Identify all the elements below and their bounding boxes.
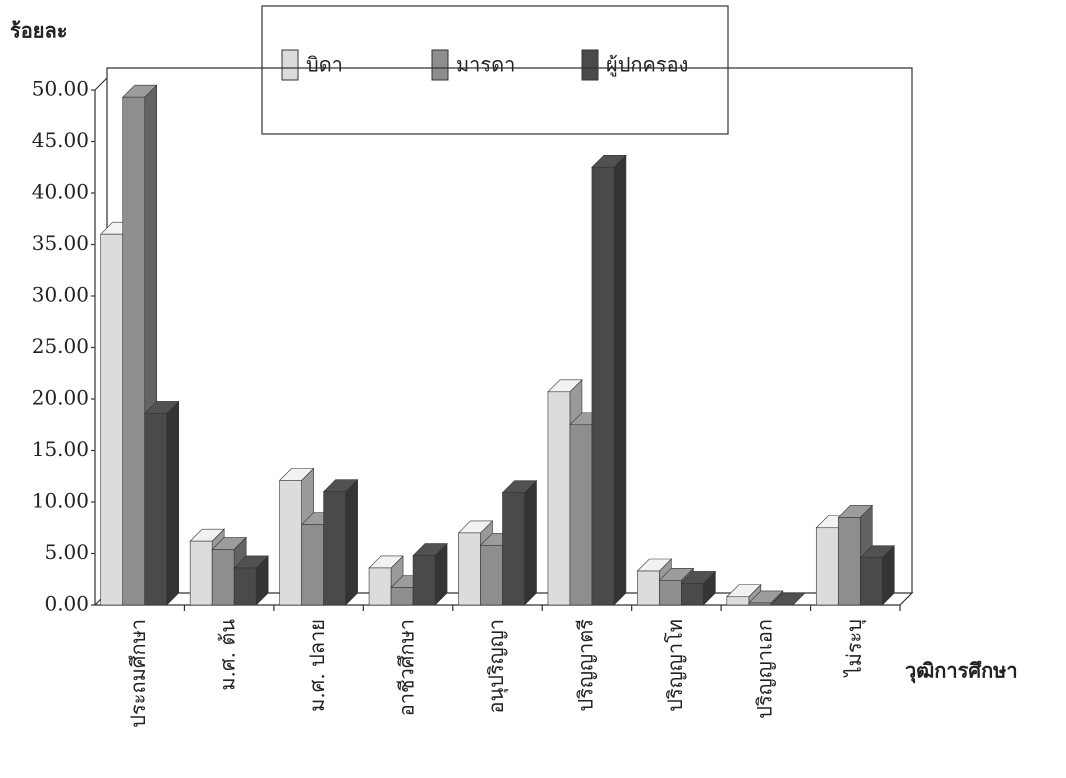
bar-side [166,400,180,606]
y-tick-label: 45.00 [32,128,89,152]
bar [189,540,213,606]
y-tick-label: 30.00 [32,283,89,307]
bar-top [770,592,806,606]
legend-swatch [281,49,299,81]
bar [233,567,257,606]
bar [390,587,414,606]
y-tick-label: 25.00 [32,334,89,358]
x-tick-label: ม.ศ. ปลาย [305,619,329,712]
y-tick-label: 40.00 [32,180,89,204]
legend-swatch [431,49,449,81]
bar-side [345,478,358,606]
x-tick-label: ปริญญาโท [663,619,687,712]
x-tick-label: ปริญญาเอก [752,619,776,719]
x-tick-label: ประถมศึกษา [126,619,150,728]
legend-swatch [581,49,599,81]
x-tick-label: ปริญญาตรี [573,619,597,712]
y-tick-label: 0.00 [44,592,89,616]
bar [412,555,436,606]
legend-label: ผู้ปกครอง [606,53,688,78]
bar [144,413,168,606]
x-tick-label: อนุปริญญา [484,619,509,713]
x-tick-label: ไม่ระบุ [842,619,867,678]
bar [637,570,660,606]
y-tick-label: 10.00 [32,489,89,513]
y-tick-label: 50.00 [32,77,89,101]
bar [547,391,571,606]
x-tick-label: อาชีวศึกษา [395,619,419,716]
bar [279,480,302,606]
bar [815,527,839,606]
bar [301,524,324,606]
bar-side [613,154,627,606]
legend-box [261,5,729,135]
bar [859,557,883,606]
bar [748,602,772,606]
bar [591,166,615,606]
y-tick-label: 20.00 [32,386,89,410]
bar [726,596,750,606]
y-tick-label: 35.00 [32,231,89,255]
legend: บิดา มารดา ผู้ปกครอง [261,5,729,135]
x-tick-label: ม.ศ. ต้น [216,619,240,691]
legend-label: มารดา [456,53,515,77]
bar [480,544,503,606]
bar [502,492,525,606]
bar [122,96,146,606]
y-axis-label: ร้อยละ [10,19,67,43]
x-axis-label: วุฒิการศึกษา [905,659,1018,684]
bar [323,491,346,606]
bar [458,532,481,606]
bar [659,579,682,606]
bar [368,567,392,606]
y-tick-label: 15.00 [32,437,89,461]
bar [837,517,861,606]
bar [569,424,593,606]
y-axis-depth [94,77,108,91]
legend-label: บิดา [306,53,343,77]
y-tick-label: 5.00 [44,540,89,564]
bar [681,583,704,606]
bar [211,549,235,606]
bar [100,233,124,606]
bar-side [524,480,537,606]
